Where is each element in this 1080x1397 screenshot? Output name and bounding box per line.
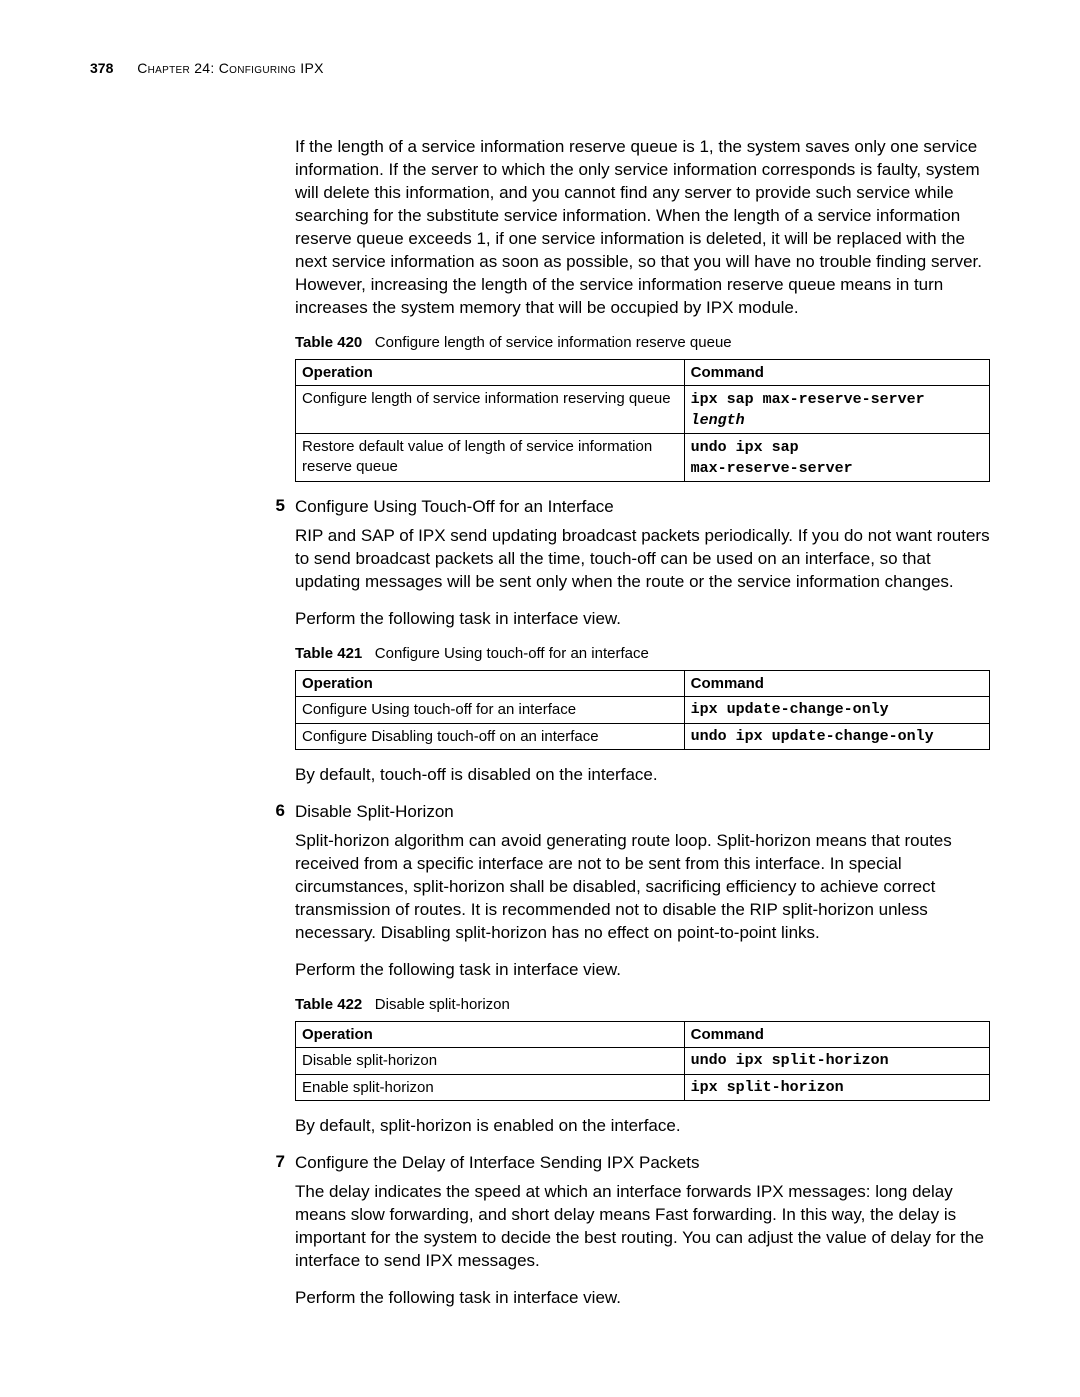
after-422: By default, split-horizon is enabled on … [295,1115,990,1138]
body-column: The delay indicates the speed at which a… [295,1181,990,1310]
page-header: 378 Chapter 24: Configuring IPX [90,60,990,76]
step-5-paragraph: RIP and SAP of IPX send updating broadca… [295,525,990,594]
page-number: 378 [90,60,113,76]
step-7-perform: Perform the following task in interface … [295,1287,990,1310]
step-7-paragraph: The delay indicates the speed at which a… [295,1181,990,1273]
table-422-caption: Table 422 Disable split-horizon [295,996,990,1013]
col-header-operation: Operation [296,359,685,386]
table-row: Configure Using touch-off for an interfa… [296,697,990,724]
table-421: Operation Command Configure Using touch-… [295,670,990,751]
cell-command: ipx split-horizon [684,1074,989,1101]
table-row: Operation Command [296,670,990,697]
cell-operation: Configure Using touch-off for an interfa… [296,697,685,724]
table-420-title: Configure length of service information … [375,334,732,351]
table-422-title: Disable split-horizon [375,996,510,1013]
table-421-title: Configure Using touch-off for an interfa… [375,645,649,662]
table-420-label: Table 420 [295,334,362,351]
body-column: RIP and SAP of IPX send updating broadca… [295,525,990,787]
step-6-perform: Perform the following task in interface … [295,959,990,982]
table-row: Disable split-horizon undo ipx split-hor… [296,1048,990,1075]
cmd-param: length [691,412,745,429]
table-row: Enable split-horizon ipx split-horizon [296,1074,990,1101]
cell-command: ipx update-change-only [684,697,989,724]
body-column: If the length of a service information r… [295,136,990,482]
col-header-command: Command [684,670,989,697]
cell-operation: Configure length of service information … [296,386,685,434]
table-420: Operation Command Configure length of se… [295,359,990,483]
table-row: Configure Disabling touch-off on an inte… [296,723,990,750]
table-row: Configure length of service information … [296,386,990,434]
cell-operation: Enable split-horizon [296,1074,685,1101]
step-5-perform: Perform the following task in interface … [295,608,990,631]
step-title: Configure Using Touch-Off for an Interfa… [295,496,990,519]
after-421: By default, touch-off is disabled on the… [295,764,990,787]
table-420-caption: Table 420 Configure length of service in… [295,334,990,351]
step-5-heading: 5 Configure Using Touch-Off for an Inter… [90,496,990,519]
cmd-text: max-reserve-server [691,460,853,477]
step-title: Configure the Delay of Interface Sending… [295,1152,990,1175]
col-header-command: Command [684,1021,989,1048]
step-number: 6 [90,801,295,821]
cmd-text: ipx sap max-reserve-server [691,391,925,408]
body-column: Split-horizon algorithm can avoid genera… [295,830,990,1138]
table-row: Restore default value of length of servi… [296,434,990,482]
cmd-text: undo ipx sap [691,439,799,456]
table-422-label: Table 422 [295,996,362,1013]
step-number: 7 [90,1152,295,1172]
table-422: Operation Command Disable split-horizon … [295,1021,990,1102]
page: 378 Chapter 24: Configuring IPX If the l… [0,0,1080,1384]
table-row: Operation Command [296,1021,990,1048]
table-421-caption: Table 421 Configure Using touch-off for … [295,645,990,662]
cell-operation: Configure Disabling touch-off on an inte… [296,723,685,750]
table-421-label: Table 421 [295,645,362,662]
cell-operation: Disable split-horizon [296,1048,685,1075]
step-7-heading: 7 Configure the Delay of Interface Sendi… [90,1152,990,1175]
cell-operation: Restore default value of length of servi… [296,434,685,482]
chapter-title: Chapter 24: Configuring IPX [137,60,323,76]
table-row: Operation Command [296,359,990,386]
cell-command: undo ipx sap max-reserve-server [684,434,989,482]
col-header-operation: Operation [296,1021,685,1048]
step-6-heading: 6 Disable Split-Horizon [90,801,990,824]
col-header-operation: Operation [296,670,685,697]
cell-command: undo ipx split-horizon [684,1048,989,1075]
step-6-paragraph: Split-horizon algorithm can avoid genera… [295,830,990,945]
step-number: 5 [90,496,295,516]
cell-command: ipx sap max-reserve-server length [684,386,989,434]
step-title: Disable Split-Horizon [295,801,990,824]
intro-paragraph: If the length of a service information r… [295,136,990,320]
cell-command: undo ipx update-change-only [684,723,989,750]
col-header-command: Command [684,359,989,386]
